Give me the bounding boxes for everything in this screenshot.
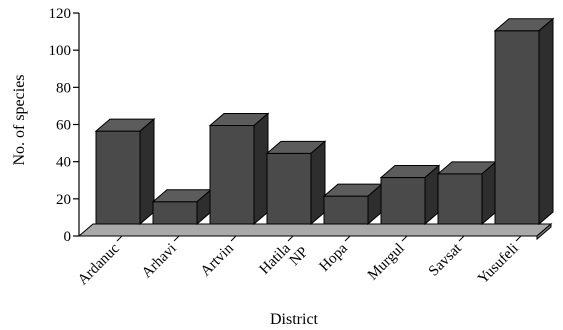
- bar-front: [266, 152, 312, 225]
- bar-side: [310, 140, 326, 226]
- bar: [265, 140, 327, 226]
- bar-front: [437, 173, 483, 225]
- bar: [94, 117, 156, 226]
- bar-front: [152, 201, 198, 225]
- x-axis-title: District: [270, 311, 319, 328]
- x-tick-label-line: Ardanuc: [75, 240, 123, 288]
- bar: [379, 164, 441, 226]
- y-tick-label: 0: [64, 229, 72, 245]
- x-tick-label: Savsat: [426, 240, 466, 280]
- bar: [151, 188, 213, 226]
- x-tick-label-line: Yusufeli: [475, 241, 522, 288]
- bar: [322, 183, 384, 226]
- bar: [208, 112, 270, 226]
- x-tick-label: Arhavi: [139, 241, 180, 282]
- x-tick: [116, 235, 123, 242]
- y-tick-label: 60: [56, 118, 71, 134]
- y-tick-label: 80: [56, 80, 71, 96]
- chart-floor-edge: [536, 222, 552, 241]
- x-tick-label: Artvin: [198, 240, 237, 279]
- x-tick-label-line: Artvin: [198, 240, 237, 279]
- y-tick-label: 40: [56, 155, 71, 171]
- x-tick-labels: Ardanuc Arhavi Artvin HatilaNP Hopa Murgul Sav…: [75, 233, 522, 288]
- x-tick-label-line: Murgul: [365, 241, 408, 284]
- x-tick: [344, 235, 351, 242]
- bar-side: [253, 112, 269, 226]
- bar-side: [538, 17, 554, 226]
- x-tick-label: Hopa: [317, 240, 352, 275]
- bar-front: [380, 177, 426, 225]
- bar-front: [95, 130, 141, 225]
- bar: [493, 17, 555, 226]
- x-tick-label: HatilaNP: [257, 233, 312, 288]
- y-axis: 0 20 40 60 80 100 120: [49, 6, 80, 245]
- x-tick-label: Ardanuc: [75, 240, 123, 288]
- bar-front: [494, 30, 540, 225]
- bar: [436, 160, 498, 226]
- x-tick-label-line: NP: [287, 244, 312, 269]
- x-tick-label: Yusufeli: [475, 241, 522, 288]
- x-tick: [173, 235, 180, 242]
- y-axis-title: No. of species: [11, 74, 28, 165]
- x-tick: [287, 235, 294, 242]
- y-tick-label: 120: [49, 6, 72, 22]
- y-tick-label: 20: [56, 192, 71, 208]
- x-tick: [401, 235, 408, 242]
- x-tick: [458, 235, 465, 242]
- x-tick-label-line: Arhavi: [139, 241, 180, 282]
- y-tick-label: 100: [49, 43, 72, 59]
- bar-front: [209, 125, 255, 225]
- x-tick: [515, 235, 522, 242]
- chart-floor-layer: [77, 222, 553, 241]
- bar-side: [139, 117, 155, 226]
- bar-front: [323, 195, 369, 225]
- x-tick-label-line: Savsat: [426, 240, 466, 280]
- x-tick: [230, 235, 237, 242]
- chart-floor: [77, 223, 553, 237]
- x-tick-label-line: Hopa: [317, 240, 352, 275]
- bars: [94, 17, 555, 242]
- x-tick-label: Murgul: [365, 241, 408, 284]
